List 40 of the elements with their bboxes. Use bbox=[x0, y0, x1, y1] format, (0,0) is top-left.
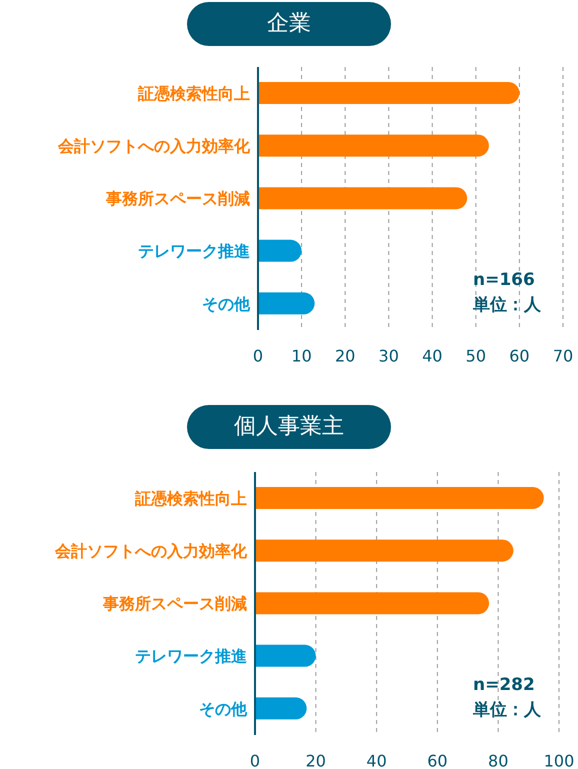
bar bbox=[255, 487, 544, 509]
bar bbox=[258, 187, 468, 210]
bar bbox=[255, 540, 514, 562]
x-tick-label: 50 bbox=[466, 346, 486, 366]
bar bbox=[258, 134, 489, 157]
bar bbox=[255, 697, 307, 720]
x-tick-label: 40 bbox=[422, 346, 442, 366]
annotation: 単位：人 bbox=[473, 294, 541, 317]
x-tick-label: 20 bbox=[306, 751, 326, 769]
chart-title: 企業 bbox=[187, 2, 391, 46]
x-tick-label: 0 bbox=[250, 751, 260, 769]
y-tick-label: 証憑検索性向上 bbox=[137, 84, 250, 103]
x-tick-label: 0 bbox=[252, 346, 264, 366]
y-tick-label: 事務所スペース削減 bbox=[105, 189, 250, 208]
x-tick-label: 80 bbox=[488, 751, 508, 769]
x-tick-label: 30 bbox=[378, 346, 399, 366]
x-tick-label: 70 bbox=[552, 346, 574, 366]
y-tick-label: テレワーク推進 bbox=[138, 242, 251, 261]
y-tick-label: 会計ソフトへの入力効率化 bbox=[57, 136, 251, 156]
x-tick-label: 60 bbox=[427, 751, 448, 769]
x-tick-label: 60 bbox=[509, 346, 530, 366]
bar bbox=[258, 82, 520, 104]
x-tick-label: 20 bbox=[334, 346, 356, 366]
annotation: n=166 bbox=[473, 269, 536, 292]
annotation: 単位：人 bbox=[473, 699, 541, 722]
chart-title: 個人事業主 bbox=[187, 405, 391, 449]
y-tick-label: その他 bbox=[202, 294, 251, 314]
bar bbox=[255, 644, 316, 667]
annotation: n=282 bbox=[473, 674, 536, 697]
y-tick-label: 事務所スペース削減 bbox=[102, 594, 247, 614]
bar bbox=[258, 240, 302, 262]
y-tick-label: その他 bbox=[199, 699, 248, 718]
y-tick-label: 会計ソフトへの入力効率化 bbox=[54, 542, 248, 560]
x-tick-label: 10 bbox=[291, 346, 312, 366]
x-tick-label: 40 bbox=[366, 751, 387, 769]
bar bbox=[258, 292, 315, 314]
bar bbox=[255, 592, 490, 614]
y-tick-label: 証憑検索性向上 bbox=[134, 488, 247, 508]
y-tick-label: テレワーク推進 bbox=[135, 646, 248, 666]
x-tick-label: 100 bbox=[544, 751, 574, 769]
